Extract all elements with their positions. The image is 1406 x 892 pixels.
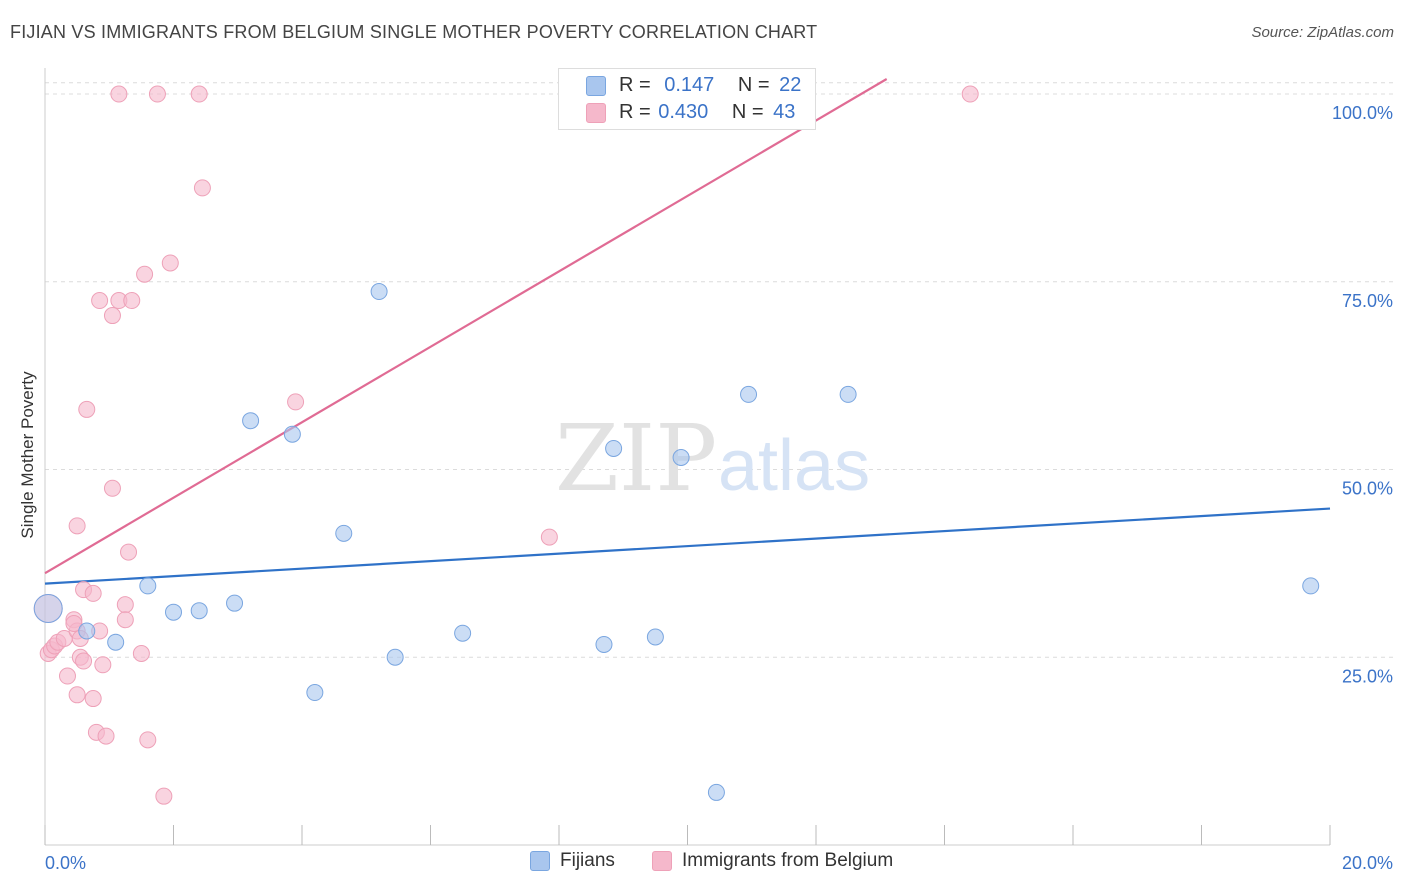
stats-box: R = 0.147 N = 22 R = 0.430 N = 43 [558,68,816,130]
belgium-point [103,307,121,325]
legend-swatch-belgium [652,851,672,871]
fijian-point [306,684,324,702]
stats-n-value-fijians: 22 [779,74,802,96]
fijian-point [283,425,301,443]
belgium-point [94,656,112,674]
legend: Fijians Immigrants from Belgium [0,850,1406,880]
belgium-point [75,652,93,670]
fijian-point [595,635,613,653]
fijian-point [839,385,857,403]
fijian-point [226,594,244,612]
y-tick-label: 50.0% [1342,479,1393,499]
fijian-point [139,577,157,595]
fijian-point [370,283,388,301]
belgium-point [97,727,115,745]
fijian-point [646,628,664,646]
x-tick-label: 20.0% [1342,853,1393,873]
fijian-point [386,648,404,666]
fijian-point [672,448,690,466]
fijian-point [165,603,182,621]
belgium-point [116,596,134,614]
stats-swatch-fijians [586,76,606,96]
fijian-point [707,783,725,801]
fijian-point [740,385,758,403]
belgium-point [68,686,86,704]
watermark-atlas: atlas [718,426,870,506]
stats-swatch-belgium [586,103,606,123]
belgium-point [287,393,305,411]
fijian-point [190,602,208,620]
belgium-point [148,85,166,103]
belgium-point [78,400,96,418]
axes [44,68,1331,846]
belgium-point [103,479,121,497]
trend-lines [44,78,1331,585]
belgium-point [91,292,109,310]
belgium-trend-line [44,78,888,575]
belgium-point [132,645,150,662]
belgium-point [139,731,157,749]
fijian-point [335,524,353,542]
y-tick-label: 25.0% [1342,666,1393,686]
data-points [33,85,1320,805]
stats-r-value-fijians: 0.147 [664,74,715,96]
belgium-point [84,584,102,602]
belgium-point [84,690,102,708]
stats-r-label: R = [619,101,651,123]
belgium-point [116,611,134,629]
fijian-point [107,633,125,651]
belgium-point [961,85,979,103]
belgium-point [161,254,179,272]
stats-r-value-belgium: 0.430 [658,101,709,123]
fijian-point [242,412,260,430]
belgium-point [68,517,86,535]
stats-n-label: N = [737,74,770,96]
legend-item-belgium[interactable]: Immigrants from Belgium [652,850,893,872]
belgium-point [110,85,128,103]
tick-labels: 25.0% 50.0% 75.0% 100.0% 0.0% 20.0% [45,103,1393,873]
chart-title: FIJIAN VS IMMIGRANTS FROM BELGIUM SINGLE… [10,22,818,42]
source-label: Source: ZipAtlas.com [1251,24,1394,41]
legend-item-fijians[interactable]: Fijians [530,850,615,872]
legend-label-fijians: Fijians [560,850,615,871]
belgium-point [540,528,558,546]
stats-n-label: N = [731,101,764,123]
belgium-point [65,614,83,632]
y-tick-label: 100.0% [1332,103,1393,123]
x-tick-label: 0.0% [45,853,86,873]
fijian-point [78,622,96,640]
watermark-zip: ZIP [555,405,717,512]
belgium-point [120,543,138,561]
fijian-trend-line [44,507,1331,585]
stats-n-value-belgium: 43 [773,101,796,123]
stats-r-label: R = [619,74,651,96]
y-tick-label: 75.0% [1342,291,1393,311]
belgium-point [190,85,208,103]
legend-label-belgium: Immigrants from Belgium [682,850,894,871]
legend-swatch-fijians [530,851,550,871]
fijian-point [1302,577,1320,595]
belgium-point [155,787,173,805]
belgium-point [193,179,211,197]
belgium-point [123,292,141,310]
fijian-point [454,624,472,642]
fijian-point [605,439,623,457]
fijian-point [33,593,63,623]
belgium-point [136,265,154,283]
belgium-point [58,667,76,685]
